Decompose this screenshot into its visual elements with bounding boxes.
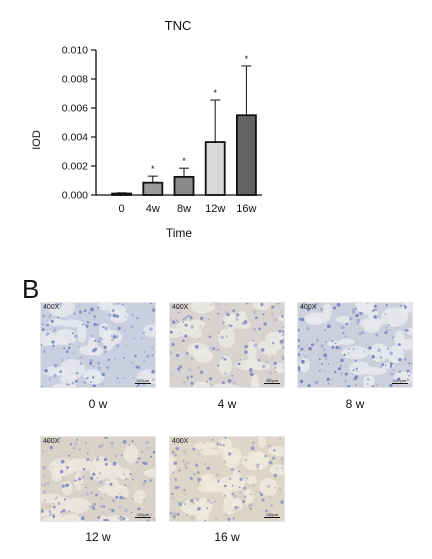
micrograph-caption-16w: 16 w bbox=[214, 530, 240, 544]
scale-bar: 100μm bbox=[135, 378, 151, 384]
scale-bar: 100μm bbox=[135, 512, 151, 518]
tissue-texture bbox=[170, 437, 284, 521]
micrograph-16w: 400X 100μm bbox=[169, 436, 285, 522]
bar-chart: TNC 0.000 0.002 0.004 0.006 0.008 0.010 0 * 4w * 8… bbox=[31, 18, 262, 240]
magnification-label: 400X bbox=[43, 438, 60, 445]
y-tick-label: 0.010 bbox=[62, 45, 88, 57]
plot-area: 0.000 0.002 0.004 0.006 0.008 0.010 0 * 4w * 8w * 12… bbox=[62, 45, 262, 215]
magnification-label: 400X bbox=[172, 438, 189, 445]
micrograph-caption-12w: 12 w bbox=[85, 530, 111, 544]
magnification-label: 400X bbox=[300, 304, 317, 311]
scale-bar-label: 100μm bbox=[393, 378, 407, 383]
scale-bar-label: 100μm bbox=[136, 512, 150, 517]
x-tick-label: 4w bbox=[146, 203, 160, 215]
y-tick-label: 0.006 bbox=[62, 103, 88, 115]
y-tick-label: 0.004 bbox=[62, 132, 88, 144]
scale-bar: 100μm bbox=[264, 378, 280, 384]
scale-bar: 100μm bbox=[264, 512, 280, 518]
bar bbox=[142, 181, 164, 196]
scale-bar-label: 100μm bbox=[265, 378, 279, 383]
bar bbox=[173, 175, 195, 196]
panel-letter-b: B bbox=[22, 274, 40, 304]
micrograph-caption-4w: 4 w bbox=[217, 397, 237, 411]
x-axis-label: Time bbox=[166, 226, 193, 240]
scale-bar-label: 100μm bbox=[265, 512, 279, 517]
magnification-label: 400X bbox=[172, 304, 189, 311]
scale-bar-label: 100μm bbox=[136, 378, 150, 383]
x-tick-label: 8w bbox=[177, 203, 191, 215]
significance-marker: * bbox=[245, 54, 249, 64]
y-tick-label: 0.002 bbox=[62, 161, 88, 173]
micrograph-0w: 400X 100μm bbox=[40, 302, 156, 388]
micrograph-caption-0w: 0 w bbox=[88, 397, 108, 411]
x-tick-label: 0 bbox=[119, 203, 125, 215]
y-axis-label: IOD bbox=[31, 130, 43, 150]
bar bbox=[204, 141, 226, 196]
micrograph-12w: 400X 100μm bbox=[40, 436, 156, 522]
tissue-texture bbox=[298, 303, 412, 387]
magnification-label: 400X bbox=[43, 304, 60, 311]
micrograph-8w: 400X 100μm bbox=[297, 302, 413, 388]
x-tick-label: 16w bbox=[236, 203, 256, 215]
x-tick-label: 12w bbox=[205, 203, 225, 215]
tissue-texture bbox=[41, 437, 155, 521]
y-tick-label: 0.000 bbox=[62, 190, 88, 202]
bar bbox=[111, 192, 132, 196]
significance-marker: * bbox=[182, 156, 186, 166]
significance-marker: * bbox=[213, 88, 217, 98]
tissue-texture bbox=[170, 303, 284, 387]
micrograph-4w: 400X 100μm bbox=[169, 302, 285, 388]
y-tick-label: 0.008 bbox=[62, 74, 88, 86]
tissue-texture bbox=[41, 303, 155, 387]
chart-title: TNC bbox=[165, 18, 192, 33]
significance-marker: * bbox=[151, 164, 155, 174]
scale-bar: 100μm bbox=[392, 378, 408, 384]
micrograph-caption-8w: 8 w bbox=[345, 397, 365, 411]
bar bbox=[235, 114, 257, 196]
